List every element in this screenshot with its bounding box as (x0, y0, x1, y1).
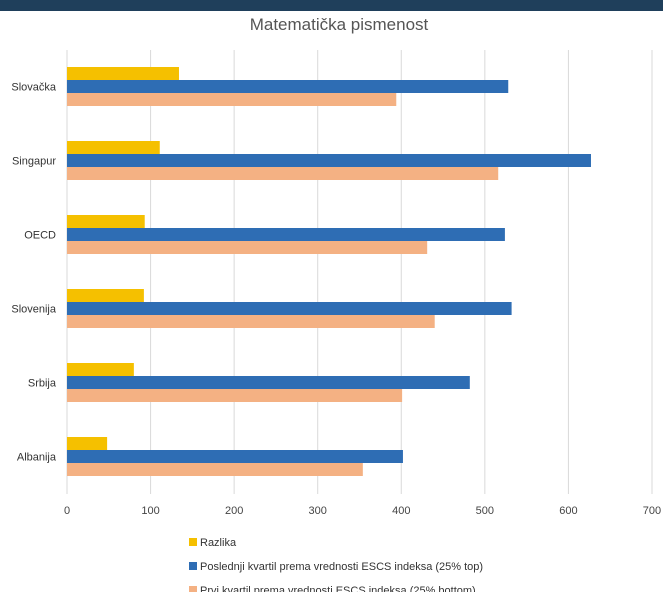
bar (67, 389, 403, 402)
bar (67, 141, 160, 154)
bar (67, 215, 145, 228)
x-tick-label: 100 (141, 505, 159, 517)
legend-swatch (189, 562, 197, 570)
category-labels: Slovačka Singapur OECD Slovenija Srbija Alban… (11, 82, 57, 464)
x-tick-label: 200 (225, 505, 243, 517)
x-tick-label: 300 (309, 505, 327, 517)
bar (67, 289, 144, 302)
bar (67, 302, 512, 315)
category-label: Slovačka (11, 82, 57, 94)
bar (67, 463, 363, 476)
gridlines (66, 50, 653, 494)
x-tick-label: 400 (392, 505, 410, 517)
legend-swatch (189, 538, 197, 546)
legend-label: Razlika (200, 537, 237, 549)
category-label: OECD (24, 230, 56, 242)
bar (67, 154, 591, 167)
chart-title: Matematička pismenost (250, 15, 429, 34)
legend: Razlika Poslednji kvartil prema vrednosti… (189, 537, 483, 592)
legend-label: Prvi kvartil prema vrednosti ESCS indeks… (200, 585, 476, 592)
legend-swatch (189, 586, 197, 592)
bar (67, 80, 509, 93)
bars (67, 67, 591, 476)
bar (67, 450, 403, 463)
bar (67, 67, 179, 80)
bar (67, 93, 397, 106)
x-tick-label: 700 (643, 505, 661, 517)
category-label: Albanija (17, 452, 57, 464)
legend-label: Poslednji kvartil prema vrednosti ESCS i… (200, 561, 483, 573)
bar (67, 241, 428, 254)
top-band (0, 0, 663, 11)
bar (67, 376, 470, 389)
category-label: Srbija (28, 378, 57, 390)
bar (67, 437, 108, 450)
bar (67, 228, 505, 241)
bar (67, 315, 435, 328)
x-tick-label: 600 (559, 505, 577, 517)
bar (67, 167, 499, 180)
x-tick-labels: 0 100 200 300 400 500 600 700 (64, 505, 661, 517)
x-tick-label: 500 (476, 505, 494, 517)
category-label: Slovenija (11, 304, 57, 316)
x-tick-label: 0 (64, 505, 70, 517)
category-label: Singapur (12, 156, 56, 168)
bar (67, 363, 134, 376)
